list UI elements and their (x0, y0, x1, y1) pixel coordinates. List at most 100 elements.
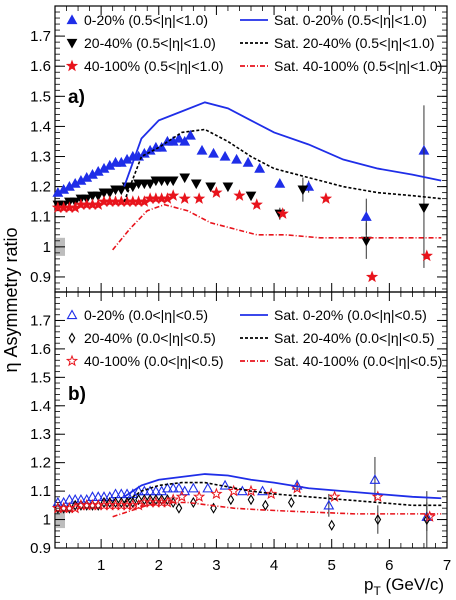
y-tick-label: 1.5 (30, 369, 51, 386)
data-point (297, 185, 309, 196)
x-axis-label-unit: (GeV/c) (381, 575, 444, 594)
data-point (167, 176, 179, 187)
panel-a: 0.9 1 1.1 1.2 1.3 1.4 1.5 1.6 1.7 a) 0-20% (0.5<|η… (30, 5, 448, 293)
x-tick-label: 1 (97, 557, 105, 574)
x-axis-label-subscript: T (373, 584, 381, 598)
data-point (52, 496, 64, 507)
data-point (254, 162, 266, 173)
series-2 (51, 186, 433, 283)
y-tick-label: 1.1 (30, 209, 51, 226)
series-line (112, 501, 442, 518)
legend-marker-swatch (68, 332, 76, 344)
data-point (205, 182, 216, 193)
y-tick-label: 1.1 (30, 483, 51, 500)
series-5 (112, 203, 442, 251)
data-point (231, 153, 243, 164)
x-tick-label: 5 (328, 557, 336, 574)
legend-entry-label: Sat. 40-100% (0.0<|η|<0.5) (274, 353, 442, 369)
data-point (167, 482, 179, 493)
y-tick-label: 1.7 (30, 28, 51, 45)
data-point (250, 198, 263, 210)
data-point (323, 499, 335, 510)
y-tick-label: 1 (43, 239, 51, 256)
data-point (190, 179, 202, 190)
data-point (219, 479, 231, 490)
data-point (210, 502, 217, 514)
legend-entry-label: Sat. 0-20% (0.0<|η|<0.5) (274, 307, 427, 323)
data-point (135, 494, 142, 506)
y-tick-label: 1.2 (30, 455, 51, 472)
legend-marker-swatch (65, 354, 79, 367)
data-point (193, 192, 206, 204)
data-point (319, 192, 333, 204)
series-line (123, 101, 442, 187)
x-tick-label: 3 (212, 557, 220, 574)
data-point (227, 484, 240, 497)
legend-entry-label: 0-20% (0.0<|η|<0.5) (84, 307, 208, 323)
x-tick-label: 2 (155, 557, 163, 574)
series-4 (123, 481, 442, 507)
x-tick-label: 7 (443, 557, 451, 574)
y-tick-label: 1.6 (30, 341, 51, 358)
legend: 0-20% (0.5<|η|<1.0) 20-40% (0.5<|η|<1.0) 4… (65, 12, 442, 74)
data-point (244, 484, 258, 497)
data-point (104, 188, 116, 199)
data-point (227, 494, 235, 506)
series-4 (123, 128, 442, 202)
data-point (92, 191, 104, 202)
data-point (75, 494, 87, 504)
series-3 (123, 473, 442, 500)
data-point (196, 144, 208, 155)
y-tick-label: 1.4 (30, 118, 51, 135)
data-point (360, 211, 372, 221)
y-tick-label: 1.7 (30, 312, 51, 329)
data-point (276, 207, 289, 219)
data-point (257, 485, 268, 496)
y-tick-label: 1.3 (30, 149, 51, 166)
legend-entry-label: Sat. 20-40% (0.0<|η|<0.5) (274, 330, 435, 346)
x-tick-label: 4 (270, 557, 278, 574)
data-point (423, 513, 431, 526)
legend-marker-swatch (65, 59, 79, 72)
data-point (173, 132, 185, 143)
data-point (179, 173, 191, 184)
legend-entry-label: 40-100% (0.5<|η|<1.0) (84, 58, 224, 74)
data-point (328, 519, 336, 531)
panel-b: 0.9 1 1.1 1.2 1.3 1.4 1.5 1.6 1.7 1 2 3 4 5 6 7 b) 0-20% … (30, 291, 451, 574)
legend-entry-label: 40-100% (0.0<|η|<0.5) (84, 353, 224, 369)
data-point (179, 135, 191, 146)
series-2 (51, 481, 436, 522)
data-point (173, 482, 185, 493)
legend-entry-label: Sat. 40-100% (0.5<|η|<1.0) (274, 58, 442, 74)
legend-entry-label: 0-20% (0.5<|η|<1.0) (84, 12, 208, 28)
y-tick-label: 0.9 (30, 269, 51, 286)
y-axis-label: η Asymmetry ratio (1, 227, 21, 372)
data-point (371, 490, 384, 503)
legend-marker-swatch (66, 309, 78, 320)
data-point (288, 496, 295, 509)
data-point (245, 191, 257, 202)
panel-label: b) (68, 384, 86, 405)
series-3 (123, 101, 442, 187)
data-point (144, 179, 156, 190)
y-tick-label: 1 (43, 512, 51, 529)
y-tick-label: 1.6 (30, 58, 51, 75)
data-point (418, 203, 430, 214)
data-point (167, 189, 180, 201)
y-tick-label: 1.2 (30, 179, 51, 196)
data-point (210, 487, 223, 500)
series-line (123, 481, 442, 507)
data-point (175, 490, 188, 503)
data-point (210, 186, 223, 198)
data-point (175, 502, 183, 514)
data-point (374, 513, 382, 526)
data-point (202, 482, 214, 493)
data-point (193, 490, 206, 503)
data-point (423, 510, 436, 522)
panel-label: a) (68, 87, 85, 108)
data-point (233, 189, 246, 201)
data-point (262, 499, 269, 511)
data-point (219, 150, 231, 161)
x-tick-label: 6 (385, 557, 393, 574)
legend-entry-label: 20-40% (0.0<|η|<0.5) (84, 330, 216, 346)
